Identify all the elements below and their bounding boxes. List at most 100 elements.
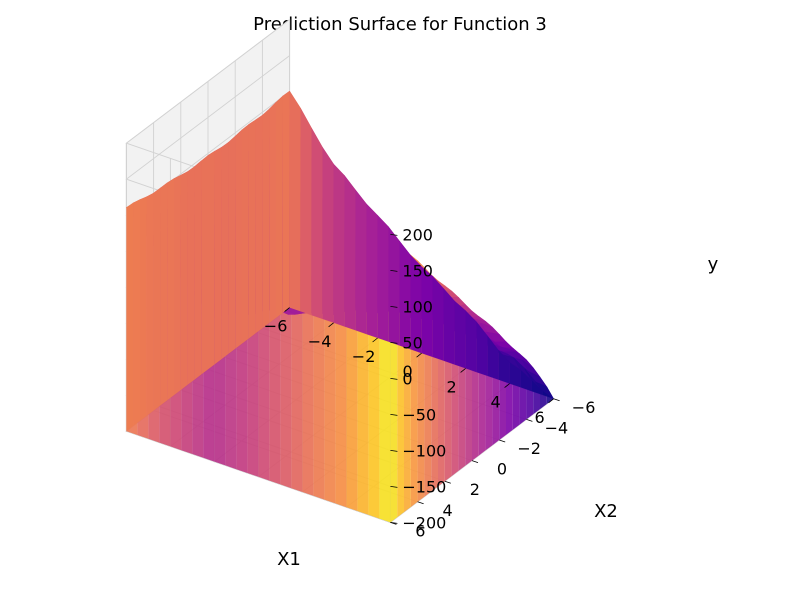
x2-tick-label: −2 <box>517 439 541 458</box>
x1-tick-mark <box>548 398 554 404</box>
y-tick-label: 150 <box>402 261 433 280</box>
surface-wall-left <box>262 109 270 329</box>
x1-tick-mark <box>372 337 378 343</box>
x2-tick-mark <box>471 460 479 463</box>
surface-wall-left <box>255 115 263 334</box>
surface-wall-left <box>174 175 181 396</box>
surface-wall-left <box>126 203 134 432</box>
x1-tick-label: −2 <box>352 347 376 366</box>
surface-wall-left <box>214 147 222 365</box>
x2-tick-mark <box>444 480 451 484</box>
surface-wall-left <box>153 188 161 411</box>
axis-ticks: −6−4−20246−6−4−20246−200−150−100−5005010… <box>264 225 596 540</box>
y-tick-mark <box>390 450 398 452</box>
surface-wall-back <box>269 293 281 485</box>
y-tick-label: 100 <box>402 297 433 316</box>
surface-wall-front <box>542 391 554 399</box>
x2-tick-label: 4 <box>443 501 453 520</box>
x1-tick-label: 0 <box>403 362 413 381</box>
x2-tick-mark <box>499 439 506 443</box>
surface-wall-front <box>443 288 455 365</box>
surface-wall-front <box>432 276 444 361</box>
y-tick-label: 200 <box>402 225 433 244</box>
prediction-surface <box>125 90 554 523</box>
x1-tick-mark <box>284 307 290 312</box>
surface-wall-front <box>300 108 312 316</box>
y-tick-label: −150 <box>402 477 446 496</box>
surface-wall-front <box>344 175 356 331</box>
x2-axis-label: X2 <box>594 501 618 522</box>
surface-wall-front <box>333 164 345 327</box>
y-axis-label: y <box>708 254 719 275</box>
surface-wall-front <box>520 369 532 392</box>
y-tick-label: −50 <box>402 405 436 424</box>
surface-wall-front <box>355 190 367 335</box>
surface-wall-front <box>476 322 488 376</box>
x2-tick-mark <box>417 501 424 505</box>
surface-wall-left <box>160 182 168 406</box>
y-tick-mark <box>390 414 398 416</box>
y-tick-label: 0 <box>402 369 412 388</box>
surface-wall-front <box>366 204 378 338</box>
surface-wall-front <box>399 241 411 350</box>
y-tick-mark <box>390 234 398 236</box>
surface-wall-left <box>269 102 276 324</box>
surface-wall-front <box>388 227 400 346</box>
surface-wall-left <box>228 136 236 354</box>
y-tick-mark <box>390 270 398 272</box>
y-tick-label: −200 <box>402 513 446 532</box>
x2-tick-mark <box>526 419 533 422</box>
y-tick-mark <box>390 378 398 380</box>
surface-wall-left <box>242 124 249 344</box>
surface-wall-left <box>140 196 147 421</box>
y-tick-label: 50 <box>402 333 422 352</box>
surface-wall-back <box>236 308 248 473</box>
surface-wall-front <box>454 301 466 369</box>
surface-wall-back <box>258 297 270 481</box>
x1-tick-label: 2 <box>447 377 457 396</box>
x1-axis-label: X1 <box>277 549 301 570</box>
surface-wall-left <box>167 178 174 401</box>
chart-title: Prediction Surface for Function 3 <box>253 14 547 35</box>
surface-wall-front <box>465 310 477 373</box>
x1-tick-label: 6 <box>535 408 545 427</box>
surface-wall-back <box>313 272 325 500</box>
x1-tick-mark <box>328 322 334 328</box>
x2-tick-mark <box>553 398 560 402</box>
x2-tick-label: 6 <box>415 521 425 540</box>
surface-wall-back <box>247 304 259 477</box>
surface-wall-left <box>221 142 229 360</box>
surface-wall-front <box>531 380 543 395</box>
surface-wall-back <box>302 276 314 496</box>
x1-tick-label: −6 <box>264 317 288 336</box>
surface-wall-left <box>208 151 215 370</box>
surface-wall-left <box>235 129 242 349</box>
surface-wall-back <box>280 289 292 489</box>
y-tick-mark <box>390 486 398 488</box>
y-tick-mark <box>390 522 398 524</box>
surface-wall-front <box>322 147 334 323</box>
x2-tick-label: −6 <box>572 398 596 417</box>
surface-wall-left <box>187 166 195 385</box>
x1-tick-label: 4 <box>491 393 501 412</box>
surface-wall-left <box>276 96 283 318</box>
surface-wall-front <box>289 91 301 312</box>
x1-tick-mark <box>416 352 422 358</box>
surface-wall-left <box>201 155 208 375</box>
surface-wall-front <box>311 128 323 319</box>
surface-wall-left <box>248 120 256 339</box>
surface-wall-left <box>282 91 290 313</box>
surface-wall-front <box>487 336 499 380</box>
surface-wall-left <box>180 171 188 390</box>
y-tick-mark <box>390 306 398 308</box>
surface-wall-front <box>421 266 433 357</box>
surface-wall-back <box>324 269 336 504</box>
surface-wall-front <box>509 362 521 388</box>
surface-wall-left <box>146 193 154 416</box>
x1-tick-mark <box>460 368 466 373</box>
y-tick-mark <box>390 342 398 344</box>
surface-wall-back <box>291 283 303 492</box>
x1-tick-mark <box>504 383 510 388</box>
x2-tick-label: −4 <box>545 418 569 437</box>
